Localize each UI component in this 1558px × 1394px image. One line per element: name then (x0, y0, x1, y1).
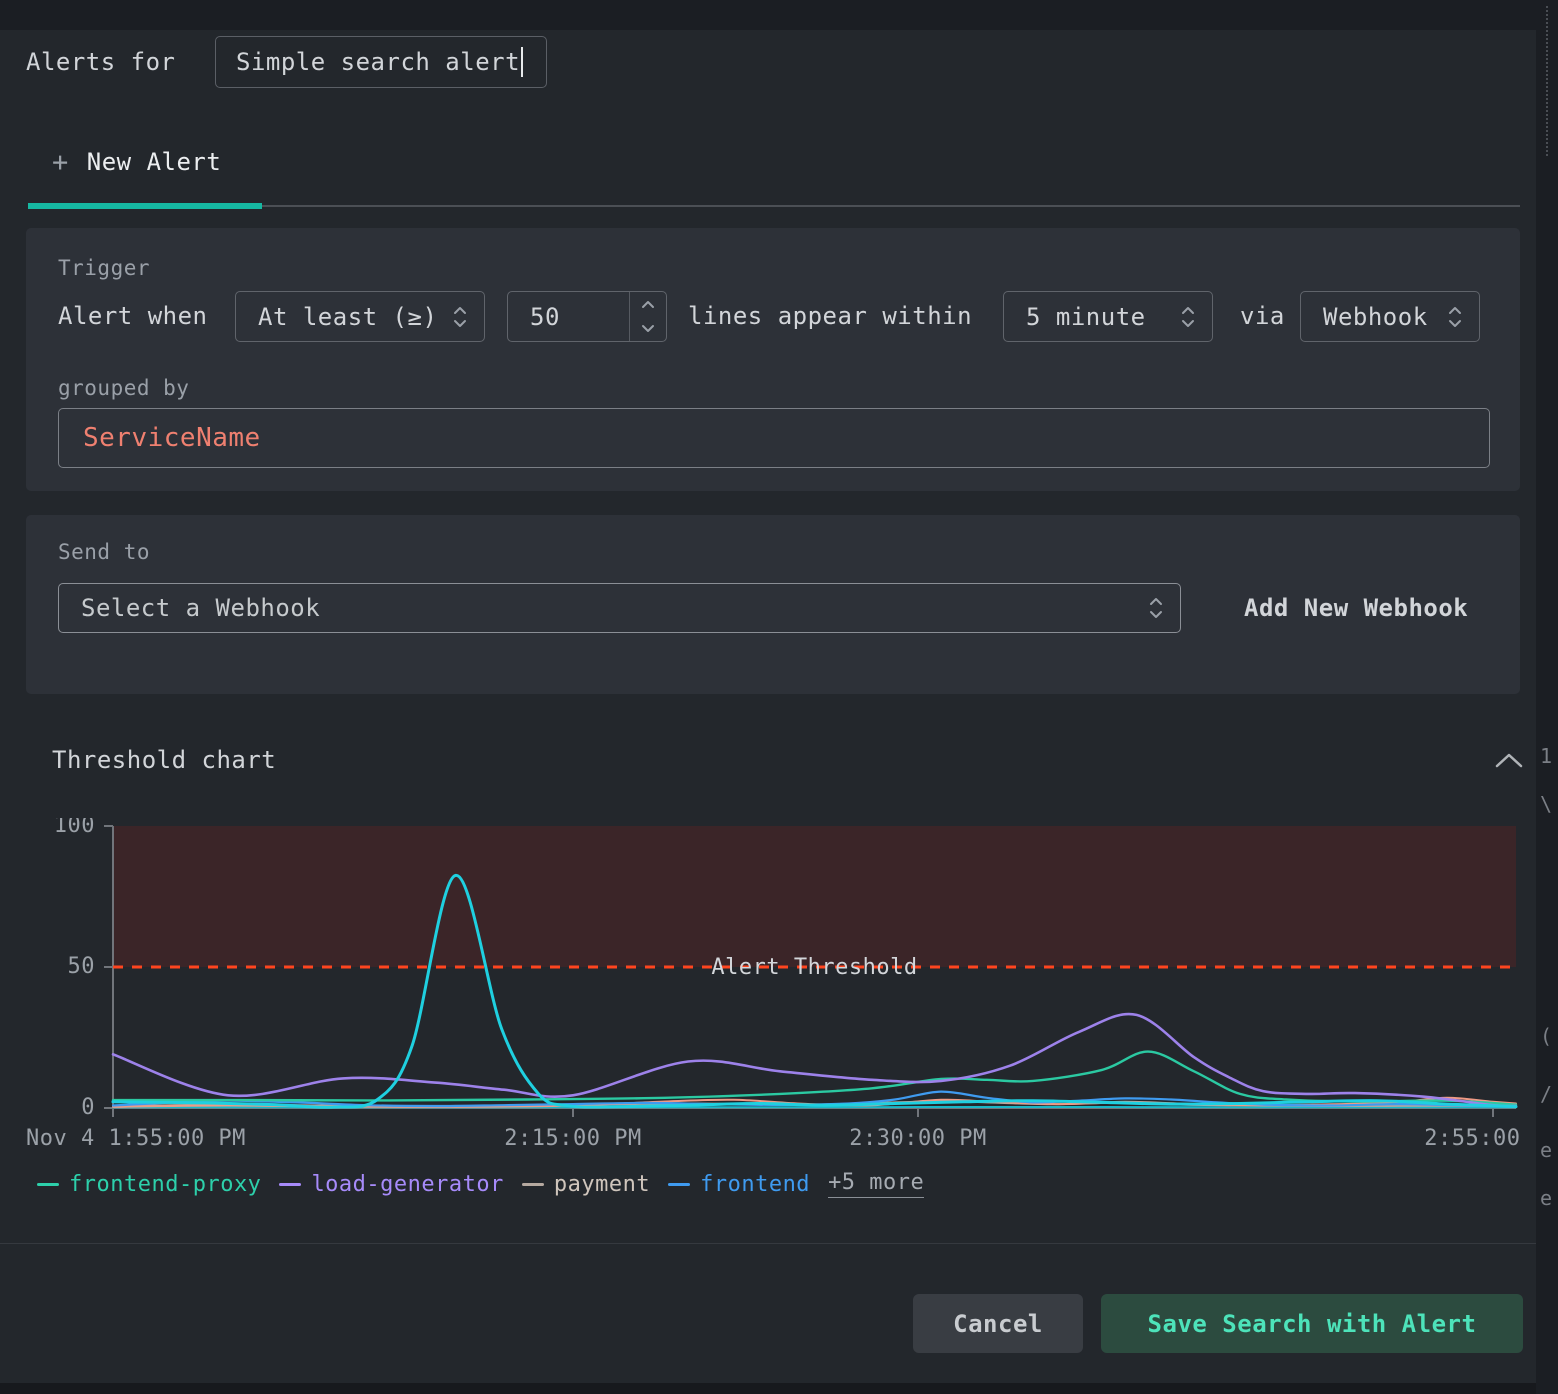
clipped-text-fragment: e (1540, 1186, 1553, 1210)
send-to-label: Send to (58, 540, 150, 564)
clipped-text-fragment: e (1540, 1138, 1553, 1162)
legend-item-load-generator[interactable]: load-generator (279, 1172, 503, 1197)
threshold-breach-zone (113, 826, 1516, 967)
legend-item-payment[interactable]: payment (522, 1172, 650, 1197)
legend-dash-icon (668, 1183, 690, 1186)
grouped-by-label: grouped by (58, 376, 189, 400)
chevron-up-icon (1497, 755, 1521, 766)
save-search-with-alert-button[interactable]: Save Search with Alert (1101, 1294, 1523, 1353)
legend-dash-icon (522, 1183, 544, 1186)
legend-show-more-link[interactable]: +5 more (828, 1170, 924, 1198)
legend-dash-icon (279, 1183, 301, 1186)
right-strip-dotted-line (1546, 6, 1548, 156)
channel-select[interactable]: Webhook (1300, 291, 1480, 342)
threshold-chart: 0 50 100 Nov 4 1:55:00 PM 2:15:00 PM 2:30:00 … (0, 818, 1536, 1168)
clipped-text-fragment: 1 (1540, 744, 1553, 768)
chevron-up-icon (640, 299, 656, 309)
legend-item-frontend[interactable]: frontend (668, 1172, 810, 1197)
alert-name-input[interactable]: Simple search alert (215, 36, 547, 88)
active-tab-indicator (28, 203, 262, 209)
chart-legend: frontend-proxy load-generator payment front… (37, 1170, 924, 1198)
send-to-section: Send to Select a Webhook Add New Webhook (26, 515, 1520, 694)
x-axis-tick-label: Nov 4 1:55:00 PM (26, 1126, 246, 1151)
x-axis-tick-label: 2:55:00 PM (1424, 1126, 1536, 1151)
time-window-select[interactable]: 5 minute (1003, 291, 1213, 342)
add-new-webhook-button[interactable]: Add New Webhook (1218, 583, 1494, 633)
chevron-down-icon (640, 324, 656, 334)
time-window-select-value: 5 minute (1026, 303, 1146, 331)
alerts-for-label: Alerts for (26, 48, 176, 76)
grouped-by-input[interactable]: ServiceName (58, 408, 1490, 468)
webhook-select[interactable]: Select a Webhook (58, 583, 1181, 633)
legend-item-label: frontend-proxy (69, 1172, 261, 1197)
plus-icon: + (52, 149, 69, 176)
cancel-button[interactable]: Cancel (913, 1294, 1083, 1353)
legend-item-label: payment (554, 1172, 650, 1197)
footer-divider (0, 1243, 1536, 1244)
tab-new-alert-label: New Alert (87, 148, 222, 176)
via-label: via (1240, 291, 1285, 342)
tab-new-alert[interactable]: + New Alert (52, 148, 221, 176)
tab-strip-divider (262, 205, 1520, 207)
legend-item-label: load-generator (311, 1172, 503, 1197)
line-count-value: 50 (508, 292, 629, 341)
alert-threshold-label: Alert Threshold (711, 955, 917, 980)
x-axis-tick-label: 2:30:00 PM (849, 1126, 986, 1151)
chevron-up-down-icon (1447, 303, 1463, 331)
chevron-up-down-icon (452, 303, 468, 331)
clipped-text-fragment: / (1540, 1082, 1553, 1106)
clipped-text-fragment: \ (1540, 792, 1553, 816)
line-count-input[interactable]: 50 (507, 291, 667, 342)
x-axis-tick-label: 2:15:00 PM (504, 1126, 641, 1151)
condition-select[interactable]: At least (≥) (235, 291, 485, 342)
text-cursor (521, 47, 523, 77)
chevron-up-down-icon (1148, 594, 1164, 622)
alert-name-value: Simple search alert (236, 48, 520, 76)
webhook-select-value: Select a Webhook (81, 594, 320, 622)
legend-dash-icon (37, 1183, 59, 1186)
chevron-up-down-icon (1180, 303, 1196, 331)
clipped-text-fragment: ( (1540, 1024, 1553, 1048)
alert-when-label: Alert when (58, 291, 208, 342)
spinner-down-button[interactable] (630, 317, 666, 342)
y-axis-tick-label: 100 (54, 818, 95, 838)
trigger-section: Trigger Alert when At least (≥) 50 lines… (26, 228, 1520, 491)
channel-select-value: Webhook (1323, 303, 1428, 331)
page-top-edge (0, 0, 1558, 30)
series-line (113, 1052, 1516, 1105)
spinner-up-button[interactable] (630, 292, 666, 317)
threshold-chart-title: Threshold chart (52, 746, 276, 774)
condition-select-value: At least (≥) (258, 303, 437, 331)
alert-editor-page: 1 \ ( / ee Alerts for Simple search alert + … (0, 0, 1558, 1394)
legend-item-frontend-proxy[interactable]: frontend-proxy (37, 1172, 261, 1197)
legend-item-label: frontend (700, 1172, 810, 1197)
lines-appear-within-label: lines appear within (688, 291, 972, 342)
y-axis-tick-label: 0 (81, 1095, 95, 1120)
number-spinner (629, 292, 666, 341)
collapse-section-button[interactable] (1494, 750, 1524, 772)
page-bottom-edge (0, 1383, 1558, 1394)
grouped-by-value: ServiceName (83, 423, 261, 453)
y-axis-tick-label: 50 (68, 954, 96, 979)
trigger-section-label: Trigger (58, 256, 150, 280)
